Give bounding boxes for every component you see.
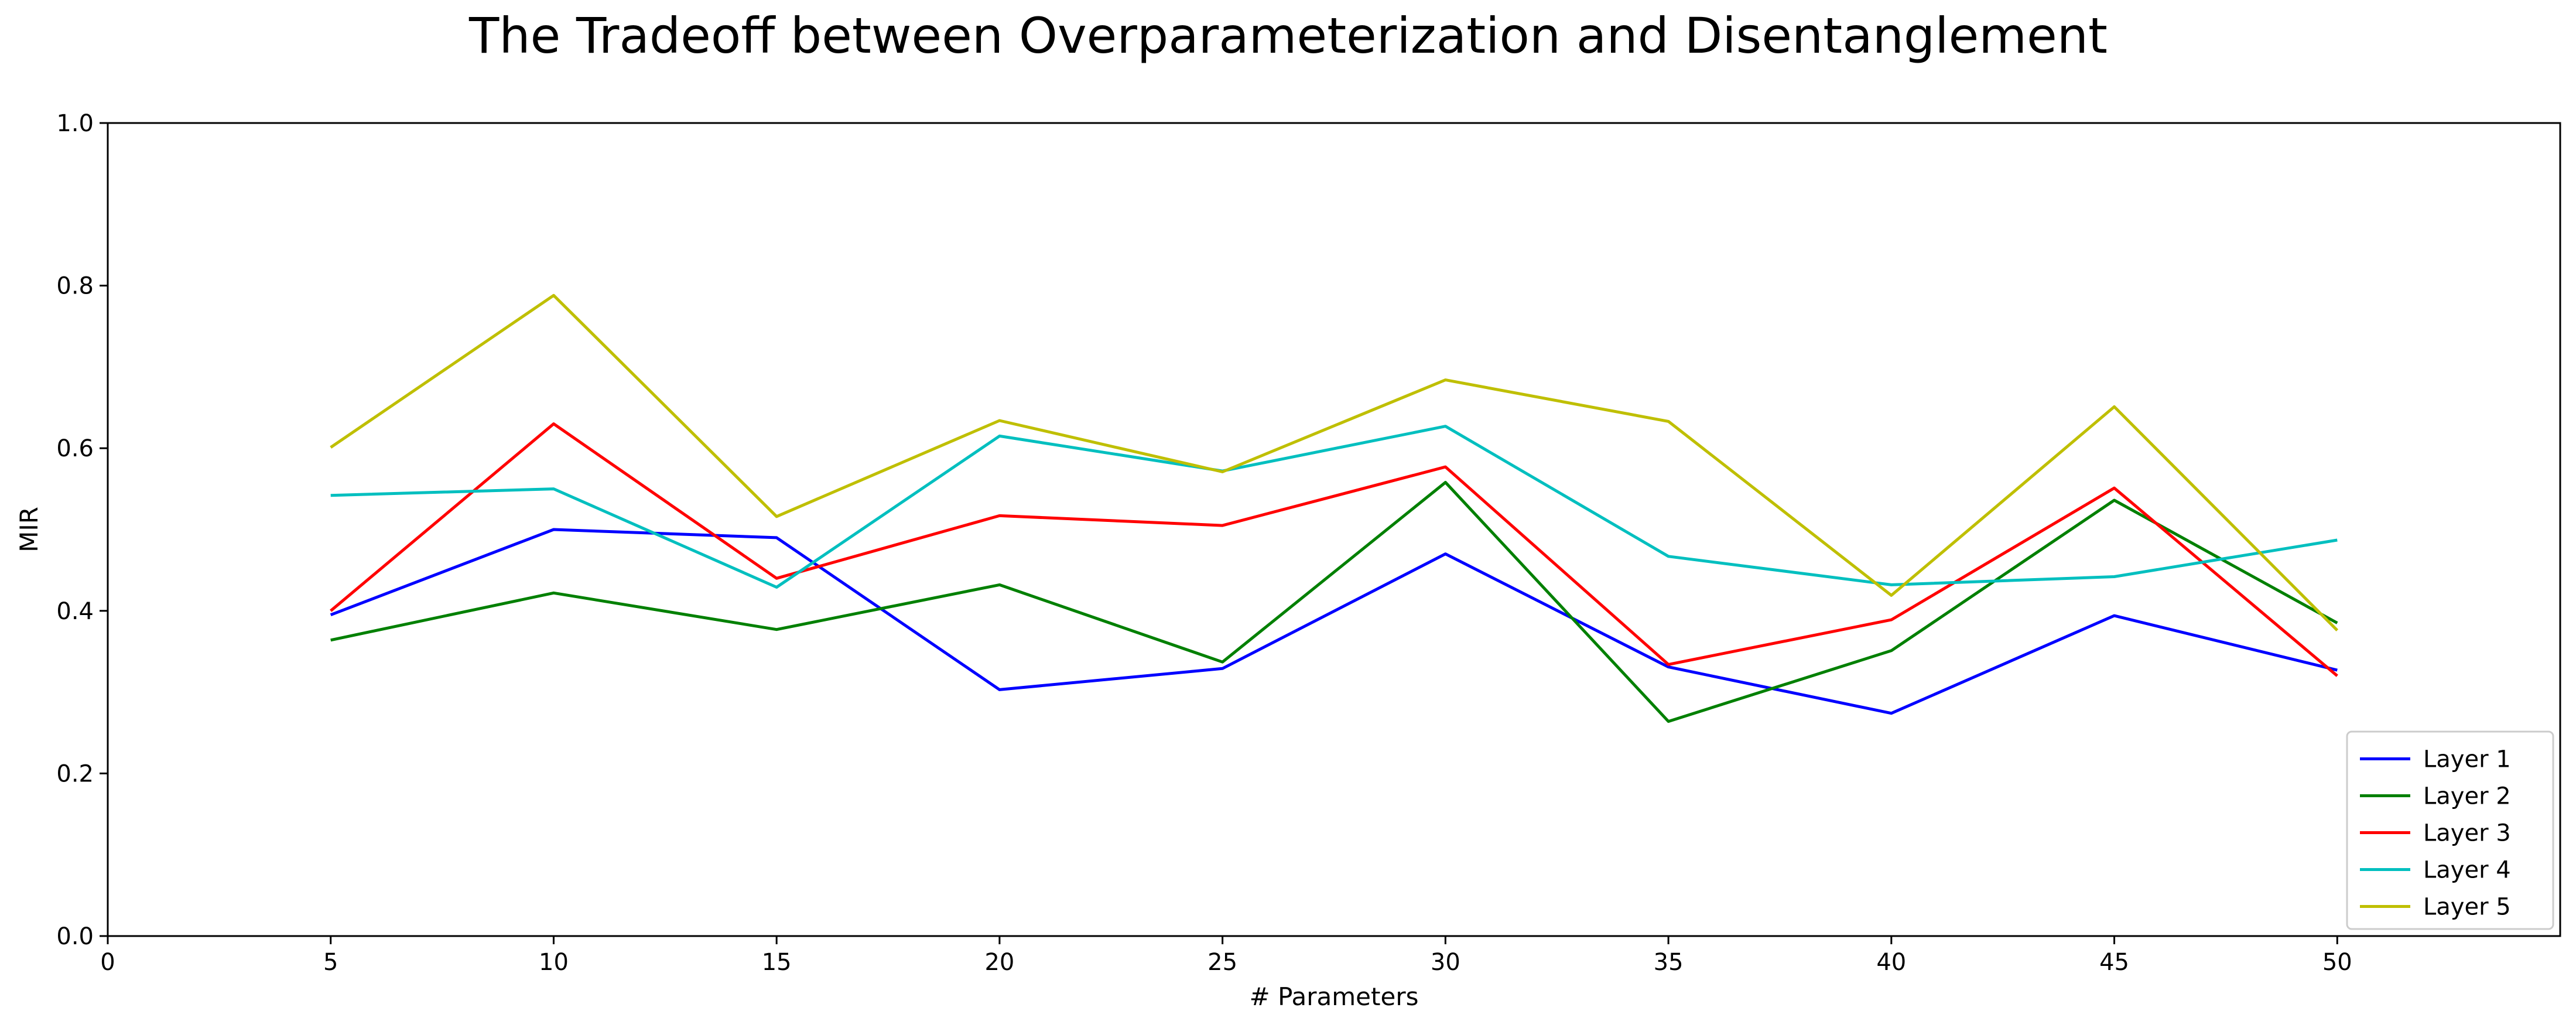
y-tick-label: 0.8: [56, 273, 94, 300]
y-tick-label: 0.6: [56, 435, 94, 462]
legend-label-layer-2: Layer 2: [2423, 783, 2511, 810]
y-tick-label: 0.4: [56, 598, 94, 625]
series-line-layer-1: [330, 528, 2338, 715]
series-line-layer-5: [330, 293, 2339, 631]
y-tick-label: 0.0: [56, 923, 94, 950]
legend-label-layer-5: Layer 5: [2423, 894, 2511, 921]
y-tick-label: 1.0: [56, 110, 94, 137]
x-axis-label: # Parameters: [1250, 982, 1419, 1011]
series-line-layer-2: [330, 481, 2338, 723]
legend-box: [2346, 730, 2554, 930]
x-tick-label: 45: [2099, 949, 2129, 976]
legend-label-layer-1: Layer 1: [2423, 746, 2511, 773]
legend-label-layer-3: Layer 3: [2423, 820, 2511, 847]
y-axis-label: MIR: [15, 507, 43, 552]
x-tick-label: 40: [1876, 949, 1906, 976]
x-tick-label: 0: [100, 949, 115, 976]
x-tick-label: 30: [1431, 949, 1460, 976]
x-tick-label: 5: [323, 949, 338, 976]
x-tick-label: 35: [1654, 949, 1684, 976]
x-tick-label: 20: [984, 949, 1014, 976]
chart-title: The Tradeoff between Overparameterizatio…: [468, 7, 2108, 64]
plot-frame: [107, 122, 2561, 937]
x-tick-label: 15: [762, 949, 792, 976]
y-tick-label: 0.2: [56, 760, 94, 787]
x-tick-label: 25: [1207, 949, 1237, 976]
series-line-layer-4: [330, 425, 2338, 589]
series-line-layer-3: [330, 422, 2338, 677]
x-tick-label: 50: [2322, 949, 2352, 976]
x-tick-label: 10: [539, 949, 569, 976]
legend-label-layer-4: Layer 4: [2423, 857, 2511, 884]
